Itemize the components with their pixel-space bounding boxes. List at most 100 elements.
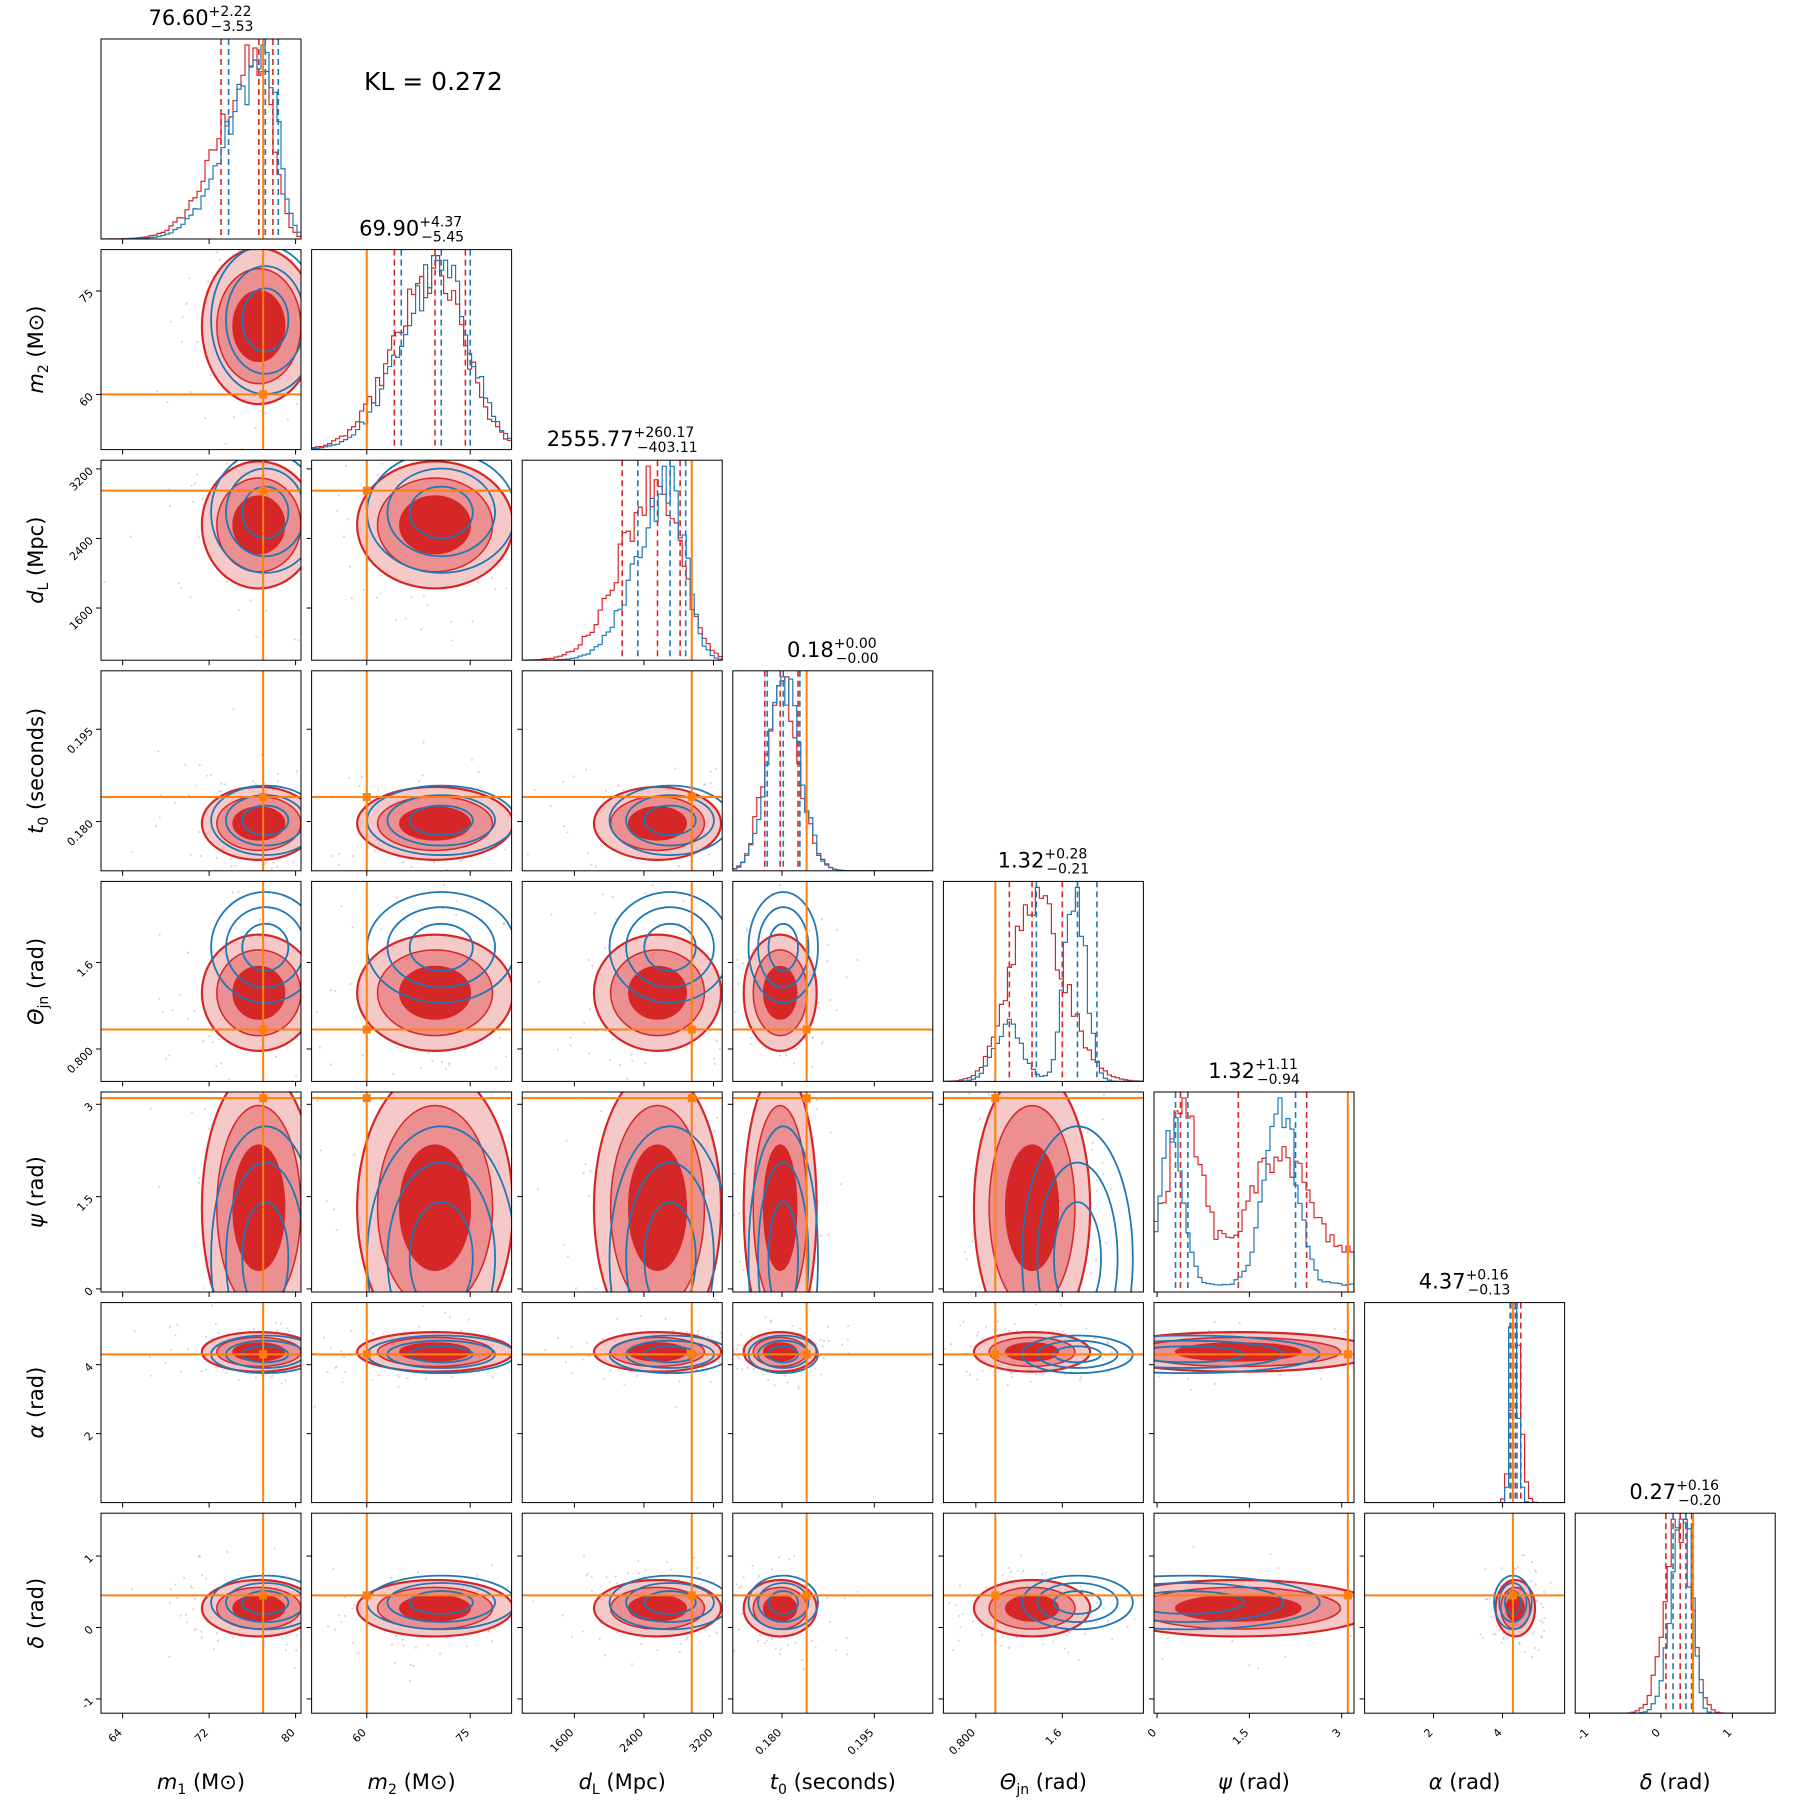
- scatter-point-blue: [705, 1410, 707, 1412]
- scatter-point-blue: [532, 1600, 535, 1603]
- scatter-point-blue: [264, 861, 268, 864]
- scatter-point-blue: [504, 848, 507, 851]
- scatter-point-red: [773, 833, 775, 835]
- scatter-point-red: [1533, 1646, 1536, 1650]
- scatter-point-blue: [1492, 1632, 1495, 1636]
- scatter-point-red: [813, 1367, 816, 1370]
- scatter-point-red: [1414, 1347, 1416, 1349]
- contour-blue-2: [408, 1590, 474, 1615]
- scatter-point-blue: [793, 1555, 796, 1558]
- scatter-point-red: [187, 794, 190, 797]
- scatter-point-blue: [308, 953, 310, 955]
- scatter-point-red: [326, 1371, 329, 1374]
- scatter-point-blue: [1095, 1621, 1098, 1624]
- scatter-point-red: [477, 1429, 479, 1431]
- scatter-point-blue: [1397, 1358, 1399, 1360]
- scatter-point-red: [743, 1368, 745, 1370]
- contour-red-2: [762, 965, 798, 1020]
- scatter-point-blue: [745, 927, 748, 930]
- scatter-point-red: [757, 1575, 761, 1578]
- scatter-point-blue: [603, 946, 606, 950]
- scatter-point-blue: [1132, 1343, 1134, 1345]
- scatter-point-red: [827, 1339, 830, 1343]
- scatter-point-blue: [733, 1172, 736, 1175]
- scatter-point-red: [1541, 1621, 1544, 1624]
- scatter-point-blue: [764, 1316, 767, 1319]
- scatter-point-blue: [301, 1067, 303, 1069]
- scatter-point-red: [736, 958, 739, 961]
- scatter-point-blue: [612, 1435, 614, 1437]
- scatter-point-red: [788, 1558, 791, 1561]
- scatter-point-blue: [393, 1087, 395, 1089]
- scatter-point-red: [1489, 1616, 1492, 1619]
- scatter-point-blue: [732, 1214, 736, 1217]
- x-tick-label: 72: [192, 1726, 211, 1745]
- contour-blue-0: [608, 784, 723, 856]
- scatter-point-red: [611, 1038, 614, 1041]
- truth-marker: [687, 1025, 696, 1034]
- scatter-point-red: [1004, 1328, 1007, 1331]
- scatter-point-blue: [379, 592, 382, 595]
- scatter-point-blue: [173, 801, 177, 804]
- scatter-point-red: [1449, 1622, 1451, 1624]
- scatter-point-red: [330, 412, 332, 414]
- scatter-point-red: [487, 1630, 491, 1633]
- scatter-point-blue: [307, 361, 309, 363]
- scatter-point-blue: [639, 1315, 642, 1318]
- scatter-point-blue: [285, 1643, 288, 1646]
- scatter-point-red: [306, 512, 308, 514]
- scatter-point-red: [707, 853, 710, 856]
- scatter-point-blue: [1034, 1372, 1037, 1376]
- scatter-point-red: [657, 1379, 659, 1381]
- scatter-point-blue: [195, 1627, 198, 1630]
- scatter-point-blue: [1416, 1331, 1418, 1333]
- scatter-point-red: [742, 1269, 745, 1272]
- scatter-point-blue: [618, 1299, 620, 1301]
- contour-blue-0: [210, 1125, 301, 1292]
- scatter-point-blue: [343, 1355, 346, 1359]
- scatter-point-red: [252, 1073, 254, 1075]
- scatter-point-blue: [566, 831, 569, 834]
- scatter-point-red: [972, 1620, 975, 1623]
- contour-blue-0: [1154, 1574, 1321, 1631]
- scatter-point-blue: [231, 253, 234, 256]
- scatter-point-blue: [835, 928, 838, 931]
- scatter-point-blue: [794, 1641, 797, 1644]
- contour-red-2: [399, 806, 472, 841]
- contour-blue-0: [210, 1574, 301, 1631]
- contour-blue-1: [625, 1161, 715, 1292]
- contour-blue-0: [608, 1574, 723, 1631]
- scatter-point-blue: [985, 1325, 988, 1328]
- scatter-point-blue: [724, 1338, 726, 1340]
- scatter-point-red: [1106, 1339, 1109, 1342]
- scatter-point-red: [779, 1322, 781, 1324]
- scatter-point-red: [1381, 1621, 1383, 1623]
- scatter-point-blue: [280, 1637, 284, 1640]
- scatter-point-red: [1007, 1329, 1010, 1332]
- y-tick-label: 75: [77, 287, 96, 306]
- scatter-point-blue: [220, 790, 223, 793]
- contour-blue-2: [1053, 1590, 1102, 1615]
- scatter-point-blue: [308, 1337, 310, 1339]
- scatter-point-red: [382, 1333, 385, 1336]
- scatter-point-red: [765, 1639, 768, 1642]
- scatter-point-blue: [590, 1590, 594, 1593]
- scatter-point-blue: [1380, 1352, 1382, 1354]
- scatter-point-red: [583, 1021, 586, 1024]
- hist-blue: [101, 44, 301, 239]
- scatter-point-blue: [265, 609, 268, 612]
- scatter-point-red: [226, 1550, 229, 1553]
- scatter-point-blue: [1447, 1624, 1449, 1626]
- scatter-point-blue: [168, 1601, 171, 1604]
- scatter-point-blue: [286, 1327, 289, 1330]
- scatter-point-blue: [322, 942, 324, 944]
- scatter-point-blue: [313, 432, 315, 434]
- scatter-point-red: [425, 871, 427, 873]
- scatter-point-red: [450, 639, 453, 642]
- scatter-point-red: [349, 982, 352, 985]
- scatter-point-blue: [516, 1345, 518, 1347]
- scatter-point-red: [1019, 1554, 1023, 1557]
- scatter-point-blue: [375, 596, 379, 599]
- scatter-point-blue: [266, 1308, 268, 1310]
- scatter-point-red: [308, 1018, 310, 1020]
